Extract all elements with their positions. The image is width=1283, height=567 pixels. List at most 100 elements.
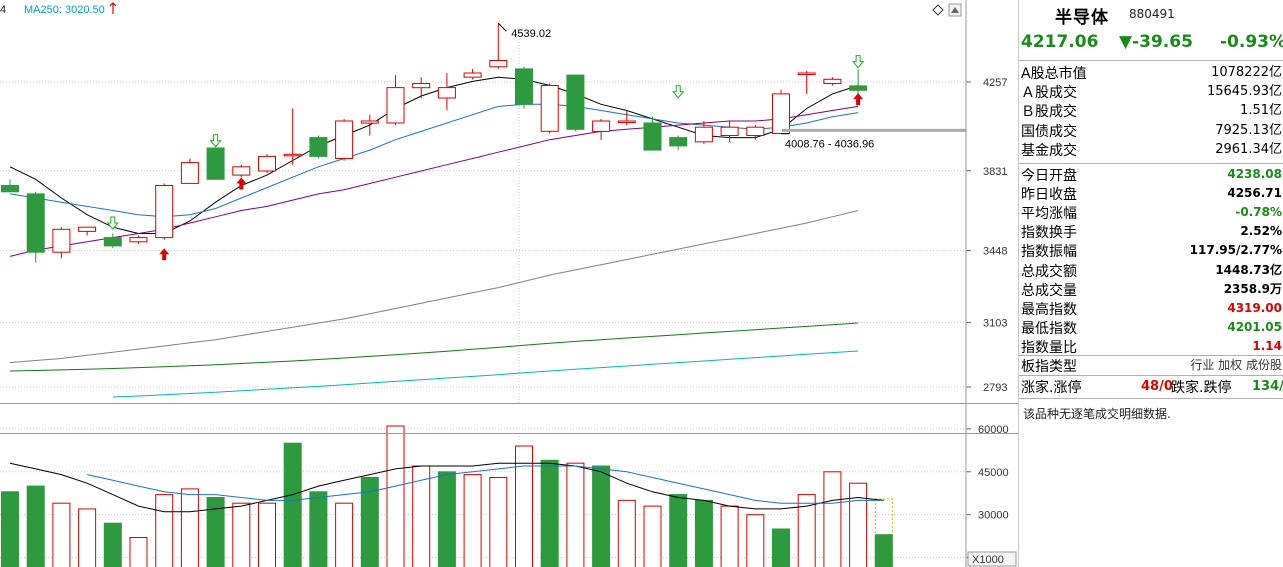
candle[interactable] bbox=[155, 183, 174, 240]
candle[interactable] bbox=[206, 147, 225, 180]
volume-bar[interactable] bbox=[849, 482, 868, 567]
stat-value: 4319.00 bbox=[1227, 300, 1282, 315]
volume-bar[interactable] bbox=[232, 502, 251, 567]
volume-bar[interactable] bbox=[746, 514, 765, 567]
volume-bar[interactable] bbox=[797, 494, 816, 567]
candle-body bbox=[515, 68, 533, 105]
candle[interactable] bbox=[309, 135, 328, 159]
volume-bar[interactable] bbox=[386, 425, 405, 567]
volume-bar[interactable] bbox=[720, 505, 739, 567]
volume-bar[interactable] bbox=[360, 477, 379, 567]
stat-row: 指数振幅 117.95/2.77% bbox=[1019, 241, 1283, 260]
candle[interactable] bbox=[78, 226, 97, 236]
volume-bar[interactable] bbox=[180, 488, 199, 567]
candle[interactable] bbox=[592, 118, 611, 140]
buy-signal-arrow-icon bbox=[159, 248, 170, 261]
volume-bar[interactable] bbox=[489, 477, 508, 567]
price-tick-label: 3448 bbox=[983, 246, 1007, 258]
candle[interactable] bbox=[335, 118, 354, 161]
candle[interactable] bbox=[103, 233, 122, 249]
candle[interactable] bbox=[412, 77, 431, 99]
sell-signal-arrow-icon bbox=[852, 55, 865, 69]
volume-bar[interactable] bbox=[155, 494, 174, 567]
candle[interactable] bbox=[52, 227, 71, 259]
volume-bar[interactable] bbox=[823, 471, 842, 567]
candle[interactable] bbox=[849, 69, 868, 94]
candle[interactable] bbox=[669, 135, 688, 151]
candle[interactable] bbox=[283, 108, 302, 165]
volume-bar[interactable] bbox=[463, 474, 482, 567]
volume-bar[interactable] bbox=[78, 508, 97, 567]
candle[interactable] bbox=[823, 77, 842, 86]
candle[interactable] bbox=[1, 179, 19, 193]
volume-bar[interactable] bbox=[540, 459, 559, 567]
diamond-icon[interactable] bbox=[932, 4, 944, 16]
candle[interactable] bbox=[540, 83, 559, 134]
volume-tick-label: 60000 bbox=[978, 424, 1009, 436]
stat-label: 最高指数 bbox=[1021, 301, 1077, 318]
stat-label: 总成交量 bbox=[1021, 282, 1077, 299]
volume-bar[interactable] bbox=[283, 442, 302, 567]
volume-bar[interactable] bbox=[26, 485, 45, 567]
volume-bar[interactable] bbox=[335, 502, 354, 567]
volume-bar[interactable] bbox=[617, 499, 636, 567]
candle[interactable] bbox=[720, 120, 739, 142]
volume-bar[interactable] bbox=[258, 502, 276, 567]
candle-body bbox=[540, 85, 559, 132]
volume-bar[interactable] bbox=[206, 497, 225, 567]
candle-body bbox=[412, 83, 431, 89]
candle[interactable] bbox=[643, 116, 662, 151]
volume-bar[interactable] bbox=[592, 465, 611, 567]
volume-bar[interactable] bbox=[515, 445, 533, 567]
candle[interactable] bbox=[489, 23, 508, 69]
candle-body bbox=[566, 74, 585, 130]
volume-bar[interactable] bbox=[129, 537, 148, 567]
chart-area[interactable]: 4257 3831 3448 3103 2793 4539.02 4008.76 - 40… bbox=[0, 0, 1018, 567]
board-type-row: 板指类型 行业 加权 成份股 bbox=[1019, 356, 1283, 375]
volume-bars[interactable] bbox=[1, 425, 893, 567]
stat-label: 最低指数 bbox=[1021, 321, 1077, 338]
volume-bar[interactable] bbox=[103, 522, 122, 567]
stat-row: 总成交额 1448.73亿 bbox=[1019, 261, 1283, 280]
volume-bar[interactable] bbox=[772, 528, 790, 567]
candle[interactable] bbox=[129, 235, 148, 244]
candle[interactable] bbox=[694, 120, 713, 144]
candle[interactable] bbox=[360, 114, 379, 136]
candles[interactable] bbox=[1, 23, 868, 263]
candle[interactable] bbox=[746, 125, 765, 140]
volume-bar[interactable] bbox=[566, 462, 585, 567]
board-type-tags[interactable]: 行业 加权 成份股 bbox=[1190, 358, 1282, 372]
candle[interactable] bbox=[463, 68, 482, 80]
candle[interactable] bbox=[258, 154, 276, 174]
candle[interactable] bbox=[437, 73, 456, 111]
candle-body bbox=[232, 166, 251, 176]
candle[interactable] bbox=[26, 191, 45, 263]
stat-row: A股总市值 1078222亿 bbox=[1019, 63, 1283, 82]
volume-bar[interactable] bbox=[669, 494, 688, 567]
volume-bar[interactable] bbox=[437, 471, 456, 567]
candle[interactable] bbox=[797, 70, 816, 94]
candle[interactable] bbox=[617, 110, 636, 126]
volume-bar[interactable] bbox=[309, 491, 328, 567]
volume-bar[interactable] bbox=[52, 502, 71, 567]
stat-row: Ｂ股成交 1.51亿 bbox=[1019, 101, 1283, 120]
candle[interactable] bbox=[386, 75, 405, 126]
candle[interactable] bbox=[772, 89, 790, 134]
candle-body bbox=[26, 193, 45, 253]
stat-row: Ａ股成交 15645.93亿 bbox=[1019, 82, 1283, 101]
panel-divider bbox=[1019, 60, 1283, 61]
volume-bar[interactable] bbox=[1, 491, 19, 567]
volume-bar[interactable] bbox=[874, 534, 893, 567]
stat-value: 1078222亿 bbox=[1211, 65, 1282, 80]
sell-signal-arrow-icon bbox=[209, 134, 222, 148]
stat-value: 117.95/2.77% bbox=[1189, 243, 1282, 258]
stat-row: 最低指数 4201.05 bbox=[1019, 318, 1283, 337]
candle[interactable] bbox=[515, 66, 533, 109]
candle[interactable] bbox=[180, 158, 199, 184]
volume-bar[interactable] bbox=[643, 505, 662, 567]
stat-row: 指数量比 1.14 bbox=[1019, 337, 1283, 356]
candle[interactable] bbox=[566, 74, 585, 132]
candle[interactable] bbox=[232, 164, 251, 178]
stat-value: 4201.05 bbox=[1227, 320, 1282, 335]
volume-bar[interactable] bbox=[694, 499, 713, 567]
